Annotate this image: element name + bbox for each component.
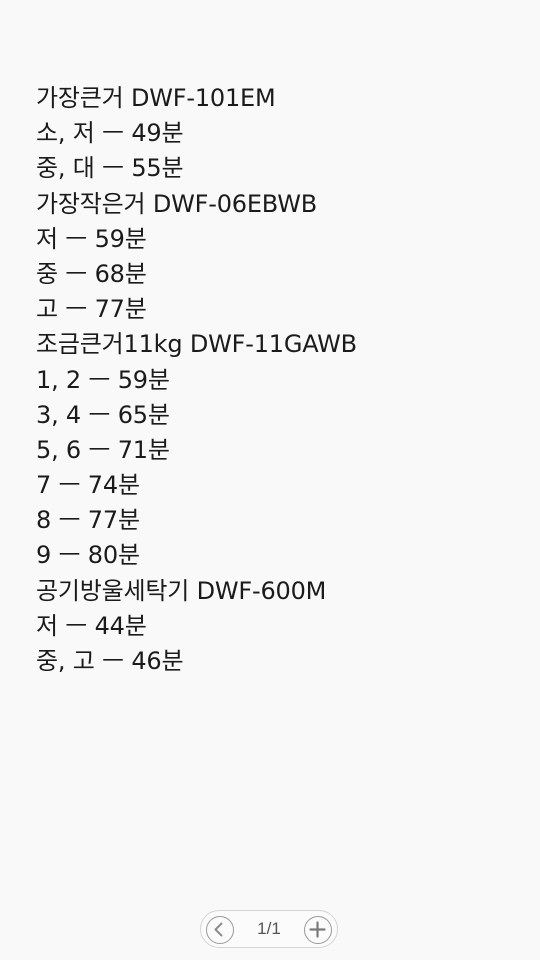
note-line: 저 ㅡ 59분 [36,224,147,253]
add-page-button[interactable] [304,916,332,944]
note-line: 7 ㅡ 74분 [36,471,140,500]
note-line-model-largest: 가장큰거 DWF-101EM [36,84,276,112]
page-indicator: 1/1 [257,919,281,938]
note-line: 5, 6 ㅡ 71분 [36,435,170,464]
note-line: 저 ㅡ 44분 [36,611,147,640]
note-line: 고 ㅡ 77분 [36,295,147,324]
note-line: 9 ㅡ 80분 [36,541,140,570]
note-line: 중, 대 ㅡ 55분 [36,154,184,183]
note-line-model-bubble: 공기방울세탁기 DWF-600M [36,576,327,605]
note-line: 3, 4 ㅡ 65분 [36,400,170,429]
note-line: 중, 고 ㅡ 46분 [36,647,184,675]
note-line: 1, 2 ㅡ 59분 [36,365,170,394]
note-line-model-11kg: 조금큰거11kg DWF-11GAWB [36,330,357,359]
page-navigator: 1/1 [200,910,338,948]
plus-icon [309,921,326,938]
note-line: 8 ㅡ 77분 [36,506,140,535]
note-line-model-smallest: 가장작은거 DWF-06EBWB [36,189,318,218]
chevron-left-icon [214,922,223,937]
note-line: 중 ㅡ 68분 [36,259,147,288]
note-content: 가장큰거 DWF-101EM 소, 저 ㅡ 49분 중, 대 ㅡ 55분 가장작… [36,81,516,679]
previous-page-button[interactable] [206,916,234,944]
note-line: 소, 저 ㅡ 49분 [36,119,184,148]
